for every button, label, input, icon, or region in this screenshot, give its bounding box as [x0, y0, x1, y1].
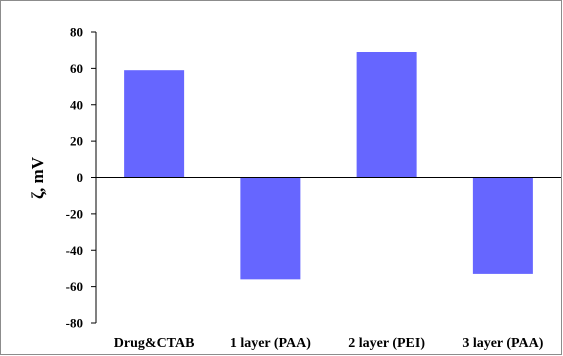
bar-0 [124, 70, 185, 178]
y-axis-title: ζ, mV [28, 156, 47, 199]
y-tick-label: -40 [66, 243, 83, 258]
bars [124, 52, 533, 280]
y-tick-label: 0 [77, 170, 84, 185]
y-axis-ticks: 80 60 40 20 0 -20 -40 -60 -80 [66, 25, 96, 331]
bar-2 [356, 52, 417, 178]
category-label-1: 1 layer (PAA) [230, 336, 311, 351]
bar-3 [472, 177, 533, 274]
y-tick-label: 80 [70, 25, 83, 40]
y-tick-label: -80 [66, 316, 83, 331]
y-tick-label: 20 [70, 134, 83, 149]
bar-1 [240, 177, 301, 280]
category-label-0: Drug&CTAB [114, 336, 195, 351]
y-tick-label: 60 [70, 61, 83, 76]
y-tick-label: -20 [66, 206, 83, 221]
category-labels: Drug&CTAB 1 layer (PAA) 2 layer (PEI) 3 lay… [114, 336, 544, 351]
category-label-2: 2 layer (PEI) [348, 336, 425, 351]
category-label-3: 3 layer (PAA) [462, 336, 543, 351]
y-tick-label: 40 [70, 97, 83, 112]
y-tick-label: -60 [66, 279, 83, 294]
